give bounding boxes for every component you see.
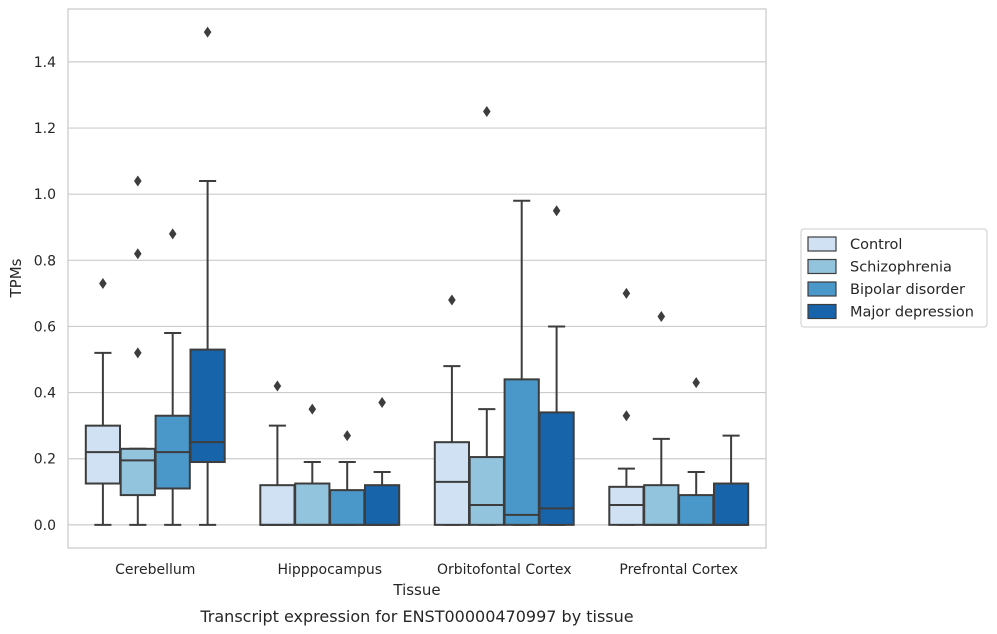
outlier-point [692, 377, 700, 389]
chart-caption: Transcript expression for ENST0000047099… [199, 607, 633, 626]
box [259, 380, 296, 526]
outlier-point [273, 380, 282, 392]
outlier-point [343, 430, 351, 442]
y-tick-label: 0.6 [34, 319, 56, 335]
y-tick-label: 0.4 [34, 386, 56, 402]
outlier-point [134, 347, 142, 359]
outlier-point [657, 311, 666, 323]
box-body [119, 447, 156, 497]
x-axis-ticks: Cerebellum Hipppocampus Orbitofontal Corte… [115, 562, 738, 578]
x-tick-label: Hipppocampus [277, 562, 382, 578]
box [503, 199, 540, 526]
box [119, 175, 156, 526]
outlier-point [552, 205, 561, 217]
box [294, 403, 331, 526]
y-tick-label: 0.0 [34, 518, 56, 534]
box [538, 205, 575, 526]
y-axis-ticks: 0.0 0.2 0.4 0.6 0.8 1.0 1.2 1.4 [34, 55, 56, 534]
y-tick-label: 1.4 [34, 55, 56, 71]
legend-label: Control [850, 237, 902, 253]
y-tick-label: 1.2 [34, 121, 56, 137]
plot-frame [67, 8, 767, 549]
x-tick-label: Prefrontal Cortex [619, 562, 738, 578]
box-body [712, 482, 750, 526]
outlier-point [378, 397, 386, 409]
outlier-point [308, 403, 317, 415]
x-axis-label: Tissue [392, 581, 440, 599]
outlier-point [622, 287, 631, 299]
box-body [363, 484, 401, 526]
box [363, 397, 401, 526]
box-body [468, 456, 505, 526]
box [329, 430, 366, 526]
box-body [678, 494, 715, 526]
y-tick-label: 0.2 [34, 452, 56, 468]
box [154, 228, 191, 526]
box [643, 311, 680, 526]
outlier-point [203, 26, 212, 38]
y-axis-label: TPMs [7, 258, 25, 298]
box [468, 106, 505, 526]
box [189, 26, 226, 526]
legend-label: Major depression [850, 305, 974, 321]
box-body [538, 411, 575, 526]
box [678, 377, 715, 526]
legend-label: Bipolar disorder [850, 282, 965, 298]
box [433, 294, 471, 526]
outlier-point [448, 294, 456, 306]
legend-swatch [807, 258, 837, 275]
box [84, 277, 122, 526]
x-tick-label: Orbitofontal Cortex [437, 562, 572, 578]
x-tick-label: Cerebellum [115, 562, 195, 578]
outlier-point [622, 410, 631, 422]
box-body [189, 348, 226, 464]
outlier-point [99, 277, 107, 289]
legend-swatch [807, 303, 837, 320]
box-body [329, 489, 366, 526]
outlier-point [483, 106, 491, 118]
legend-label: Schizophrenia [850, 260, 952, 276]
legend: Control Schizophrenia Bipolar disorder Majo… [800, 228, 988, 328]
box-body [433, 441, 471, 526]
outlier-point [134, 175, 142, 187]
box-body [643, 484, 680, 526]
y-tick-label: 1.0 [34, 187, 56, 203]
box [712, 434, 750, 526]
legend-swatch [807, 281, 837, 297]
box-body [84, 424, 122, 485]
y-tick-label: 0.8 [34, 253, 56, 269]
legend-frame [800, 228, 988, 328]
box-body [294, 482, 331, 526]
legend-swatch [807, 236, 837, 252]
box [608, 287, 645, 526]
box-body [259, 484, 296, 526]
box-series [84, 26, 750, 526]
outlier-point [134, 248, 142, 260]
box-body [503, 378, 540, 526]
outlier-point [168, 228, 177, 240]
